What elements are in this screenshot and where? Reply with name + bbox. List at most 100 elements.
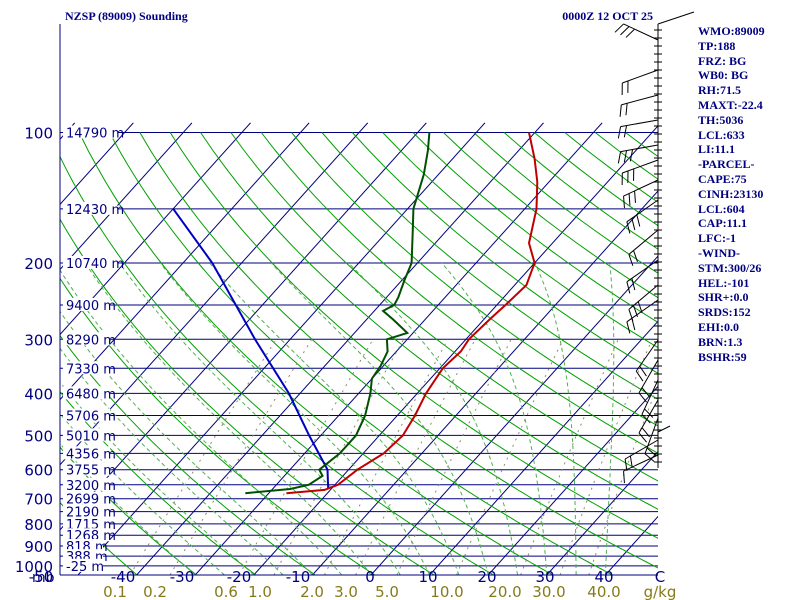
dry-adiabat-410 xyxy=(412,132,658,323)
wind-barb-feather xyxy=(623,150,628,163)
pressure-label-700: 700 xyxy=(24,491,53,509)
isotherm-30 xyxy=(546,450,658,575)
wind-barb-feather xyxy=(633,250,638,263)
moist-adiabat-30 xyxy=(441,262,548,575)
temp-tick-label: 40 xyxy=(594,568,613,586)
index-parcel-lcl: LCL:604 xyxy=(698,201,745,216)
grid-lines xyxy=(60,122,658,575)
dry-adiabat-380 xyxy=(321,132,658,400)
pressure-label-600: 600 xyxy=(24,462,53,480)
dry-adiabat-250 xyxy=(60,390,257,575)
height-label: 7330 m xyxy=(66,362,116,377)
dry-adiabat-330 xyxy=(169,132,658,539)
wind-barb-feather xyxy=(644,453,655,462)
dewpoint-line xyxy=(245,132,431,495)
wind-barb-feather xyxy=(623,471,625,484)
pressure-label-900: 900 xyxy=(24,538,53,556)
moist-adiabat--30 xyxy=(60,443,196,575)
index-cap: CAP:11.1 xyxy=(698,216,747,231)
temp-tick-label: 20 xyxy=(477,568,496,586)
dry-adiabat-320 xyxy=(139,132,658,569)
height-label-bg xyxy=(63,297,111,311)
wind-barb-feather xyxy=(631,318,636,331)
index-frz: FRZ: BG xyxy=(698,53,747,68)
wind-barb-feather xyxy=(628,193,631,206)
height-label: 3200 m xyxy=(66,479,116,494)
wind-barb xyxy=(620,144,659,153)
index-srds: SRDS:152 xyxy=(698,305,751,320)
sounding-profiles xyxy=(172,132,539,495)
wind-barb-feather xyxy=(641,414,651,424)
height-label-bg xyxy=(63,446,111,460)
wind-barb-feather xyxy=(635,370,644,382)
section-parcel: -PARCEL- xyxy=(698,157,755,172)
dry-adiabat-260 xyxy=(60,334,316,575)
wind-barb-feather xyxy=(623,125,628,138)
temp-tick-label: 0 xyxy=(365,568,375,586)
wind-barb-feather xyxy=(626,321,631,334)
temp-tick-label: -30 xyxy=(170,568,195,586)
isotherm--70 xyxy=(60,122,369,466)
wind-barb xyxy=(626,199,659,223)
temperature-line xyxy=(286,132,539,495)
temp-tick-label: -20 xyxy=(227,568,252,586)
wind-barb-feather xyxy=(624,458,628,471)
isotherm-0 xyxy=(370,255,658,575)
chart-title: NZSP (89009) Sounding xyxy=(65,9,188,23)
pressure-label-200: 200 xyxy=(24,255,53,273)
temp-tick-label: 30 xyxy=(535,568,554,586)
height-label-bg xyxy=(63,428,111,442)
pressure-unit-label: mb xyxy=(32,570,55,586)
index-ehi: EHI:0.0 xyxy=(698,319,740,334)
mixing-ratio-label: 0.6 xyxy=(214,583,238,600)
index-lcl: LCL:633 xyxy=(698,127,745,142)
wind-barb xyxy=(626,259,659,283)
isotherm--100 xyxy=(60,122,193,271)
wind-barb-feather xyxy=(628,254,634,266)
wind-barb xyxy=(644,417,659,454)
index-lfc: LFC:-1 xyxy=(698,231,736,246)
mixing-ratio-label: 0.2 xyxy=(143,583,167,600)
isotherm-20 xyxy=(487,385,658,575)
dry-adiabat-310 xyxy=(109,132,613,575)
mixing-ratio-line xyxy=(396,339,512,575)
wind-barb-feather xyxy=(629,455,633,468)
isotherm-10 xyxy=(429,320,658,575)
wind-barb-feather xyxy=(638,392,647,403)
height-label: 10740 m xyxy=(66,257,124,272)
dry-adiabat-300 xyxy=(78,132,554,575)
index-cinh: CINH:23130 xyxy=(698,186,764,201)
wind-barb xyxy=(628,229,659,255)
wind-barb xyxy=(620,119,659,128)
wind-barb-low xyxy=(657,425,671,433)
wind-barb xyxy=(623,454,659,472)
pressure-label-500: 500 xyxy=(24,427,53,445)
height-label-bg xyxy=(63,125,118,139)
wind-barb-feather xyxy=(625,28,635,38)
wind-barb-feather xyxy=(619,104,622,117)
moist-adiabat-5 xyxy=(119,262,401,575)
wind-barb-feather xyxy=(641,387,651,398)
wind-barb-feather xyxy=(614,23,624,33)
dry-adiabat-400 xyxy=(382,132,658,349)
height-label-bg xyxy=(63,462,111,476)
height-label-bg xyxy=(63,361,111,375)
dry-adiabat-350 xyxy=(230,132,658,482)
mixing-ratio-line xyxy=(520,339,619,575)
mixing-ratio-line xyxy=(559,339,653,575)
dry-adiabat-370 xyxy=(291,132,658,427)
wind-barb-feather xyxy=(644,408,654,418)
height-label-bg xyxy=(63,255,118,269)
mixing-ratio-label: 3.0 xyxy=(334,583,358,600)
pressure-label-800: 800 xyxy=(24,516,53,534)
wind-barb xyxy=(626,299,659,323)
dry-adiabat-280 xyxy=(60,218,435,575)
mixing-ratio-label: 0.1 xyxy=(103,583,127,600)
wind-barb xyxy=(624,439,659,460)
wind-barb-feather xyxy=(631,278,636,291)
wind-barb xyxy=(622,159,659,174)
index-wb0: WB0: BG xyxy=(698,68,749,83)
height-label: 14790 m xyxy=(66,127,124,142)
height-label-bg xyxy=(63,332,111,346)
